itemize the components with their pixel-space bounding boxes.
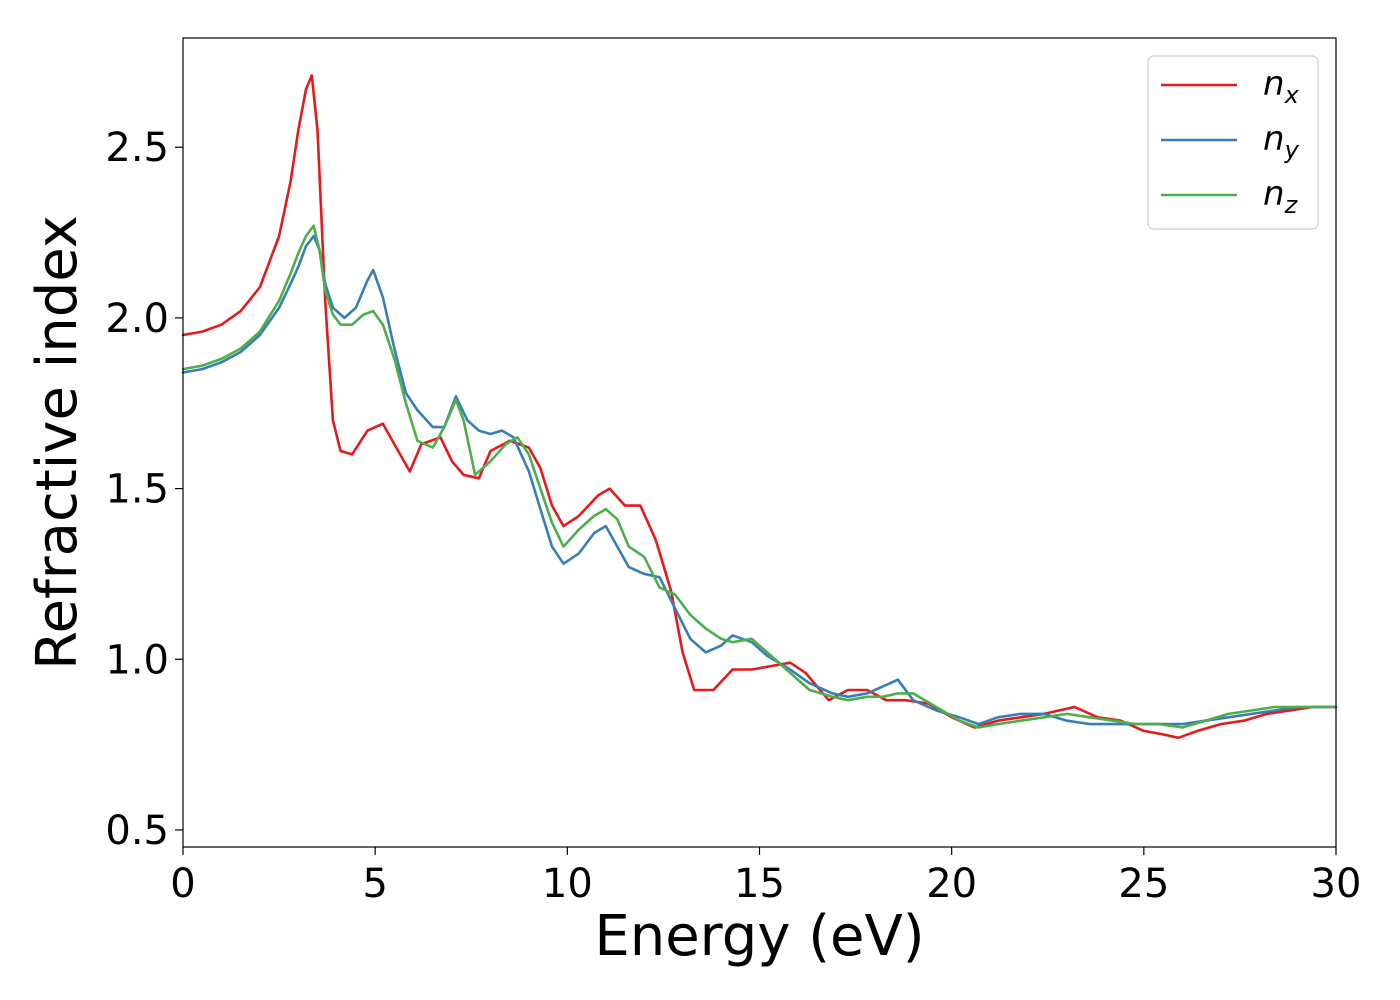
y-axis-ticks: 0.5 1.0 1.5 2.0 2.5 — [105, 125, 183, 854]
series-line-ny — [181, 234, 1338, 726]
y-tick-label: 2.5 — [105, 125, 169, 171]
x-tick-label: 20 — [926, 861, 977, 907]
y-tick-label: 1.5 — [105, 467, 169, 513]
plot-area — [183, 38, 1336, 847]
x-tick-label: 5 — [362, 861, 387, 907]
x-tick-label: 30 — [1311, 861, 1362, 907]
x-axis-label: Energy (eV) — [594, 904, 924, 969]
series-group — [181, 74, 1338, 740]
legend-box — [1147, 55, 1319, 230]
x-tick-label: 0 — [170, 861, 195, 907]
y-tick-label: 2.0 — [105, 296, 169, 342]
x-axis-ticks: 0 5 10 15 20 25 30 — [170, 847, 1361, 907]
x-tick-label: 10 — [542, 861, 593, 907]
series-line-nz — [181, 224, 1338, 729]
y-tick-label: 0.5 — [105, 808, 169, 854]
series-line-nx — [181, 74, 1338, 740]
x-tick-label: 25 — [1118, 861, 1169, 907]
x-tick-label: 15 — [734, 861, 785, 907]
y-tick-label: 1.0 — [105, 637, 169, 683]
y-axis-label: Refractive index — [25, 215, 90, 670]
